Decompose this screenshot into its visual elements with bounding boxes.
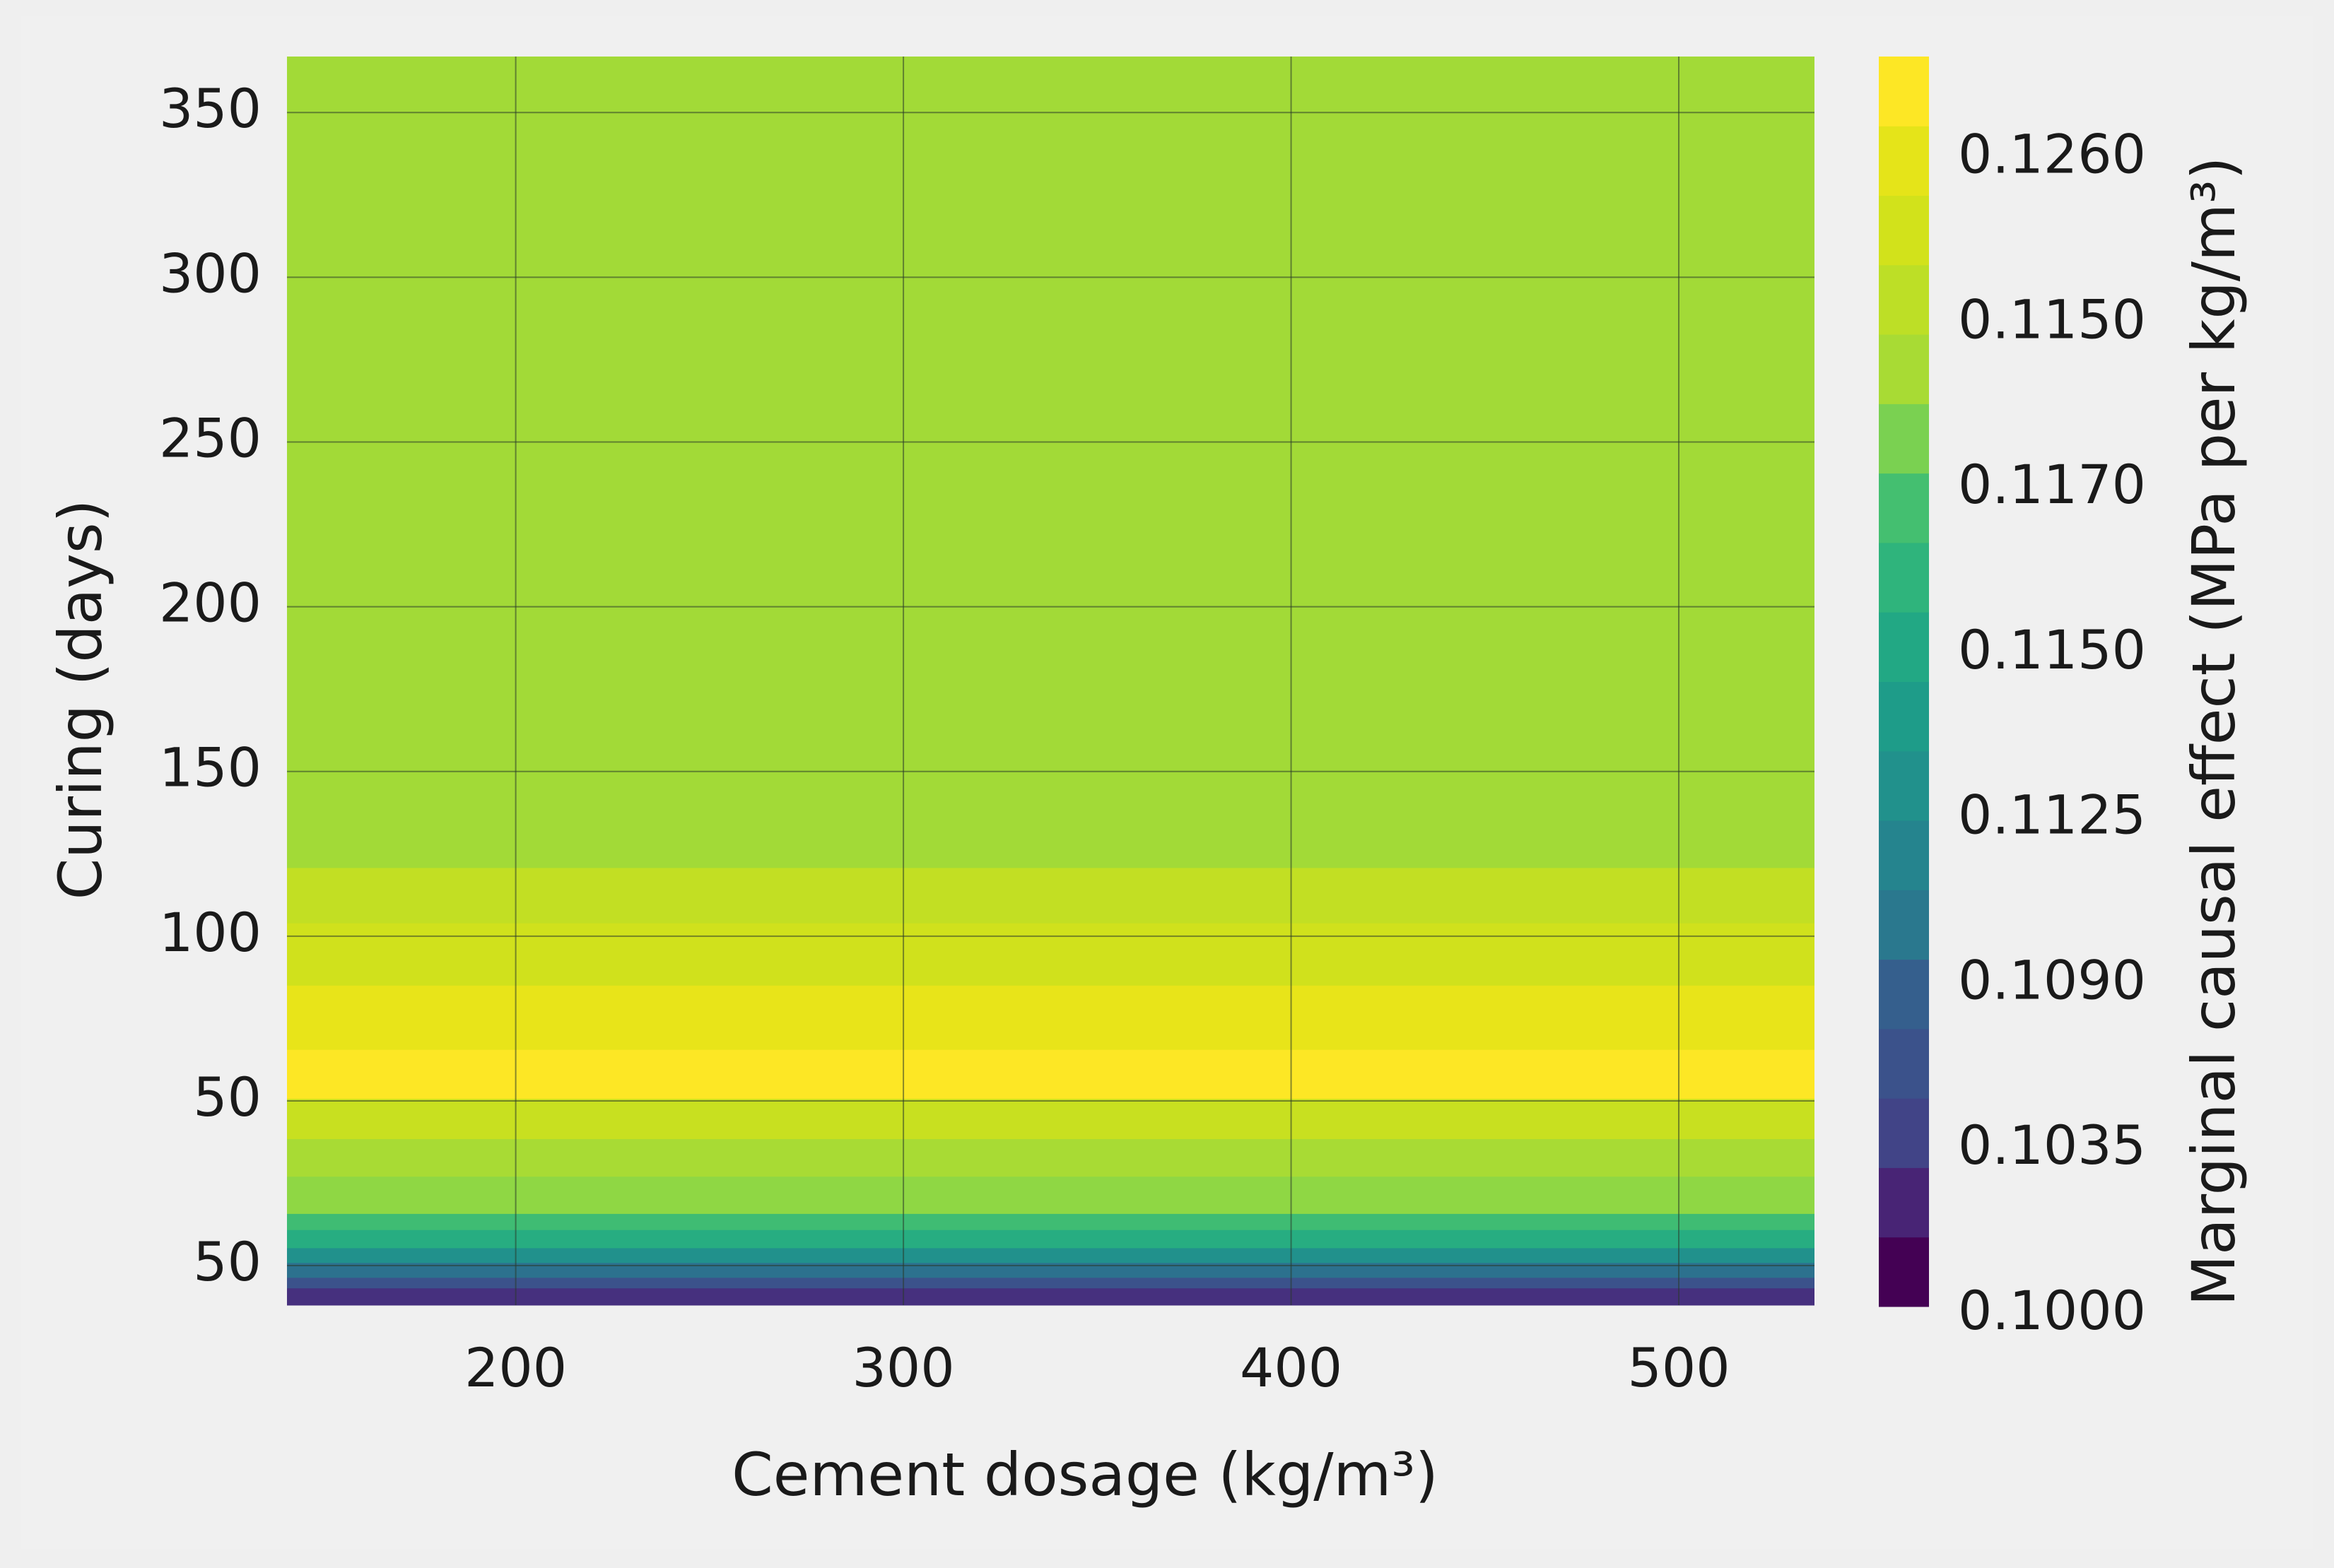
heat-band (287, 1277, 1814, 1289)
heat-band (287, 1287, 1814, 1306)
heat-band (287, 1098, 1814, 1140)
x-tick-label: 300 (852, 1336, 955, 1399)
colorbar-tick-label: 0.1150 (1958, 288, 2146, 350)
colorbar-swatch (1879, 264, 1929, 335)
colorbar-swatch (1879, 1028, 1929, 1099)
y-tick-label: 100 (159, 901, 262, 964)
colorbar-tick-label: 0.1170 (1958, 453, 2146, 516)
heat-band (287, 1176, 1814, 1214)
colorbar-swatch (1879, 57, 1929, 126)
colorbar-swatch (1879, 681, 1929, 752)
x-tick-label: 400 (1240, 1336, 1342, 1399)
colorbar-swatch (1879, 403, 1929, 474)
colorbar-swatch (1879, 1237, 1929, 1307)
y-tick-label: 250 (159, 406, 262, 469)
colorbar-swatch (1879, 820, 1929, 890)
x-tick-label: 200 (464, 1336, 567, 1399)
colorbar-label: Marginal causal effect (MPa per kg/m³) (2179, 157, 2248, 1307)
heat-band (287, 1247, 1814, 1263)
heat-band (287, 57, 1814, 868)
heat-band (287, 1230, 1814, 1249)
y-tick-label: 200 (159, 572, 262, 635)
heat-band (287, 867, 1814, 924)
colorbar-swatch (1879, 126, 1929, 196)
colorbar-swatch (1879, 612, 1929, 682)
y-tick-label: 50 (193, 1230, 262, 1293)
heat-band (287, 923, 1814, 986)
colorbar-swatch (1879, 195, 1929, 266)
heat-band (287, 1262, 1814, 1278)
colorbar-swatch (1879, 890, 1929, 960)
colorbar-tick-label: 0.1125 (1958, 784, 2146, 847)
colorbar-tick-label: 0.1260 (1958, 123, 2146, 186)
heat-band (287, 1049, 1814, 1100)
colorbar-tick-label: 0.1000 (1958, 1279, 2146, 1342)
colorbar-swatch (1879, 542, 1929, 613)
colorbar-tick-label: 0.1035 (1958, 1114, 2146, 1177)
colorbar-tick-label: 0.1150 (1958, 618, 2146, 681)
y-tick-label: 300 (159, 242, 262, 305)
colorbar-tick-label: 0.1090 (1958, 948, 2146, 1011)
heat-band (287, 1138, 1814, 1177)
colorbar-swatch (1879, 1098, 1929, 1168)
colorbar-swatch (1879, 473, 1929, 543)
colorbar-swatch (1879, 750, 1929, 821)
x-tick-label: 500 (1628, 1336, 1730, 1399)
heat-band (287, 985, 1814, 1050)
y-tick-label: 50 (193, 1066, 262, 1128)
colorbar-swatch (1879, 959, 1929, 1030)
y-tick-label: 150 (159, 736, 262, 799)
colorbar-swatch (1879, 334, 1929, 404)
y-axis-label: Curing (days) (46, 500, 115, 900)
x-axis-label: Cement dosage (kg/m³) (732, 1440, 1438, 1509)
heat-band (287, 1213, 1814, 1230)
y-tick-label: 350 (159, 77, 262, 140)
colorbar-swatch (1879, 1167, 1929, 1238)
